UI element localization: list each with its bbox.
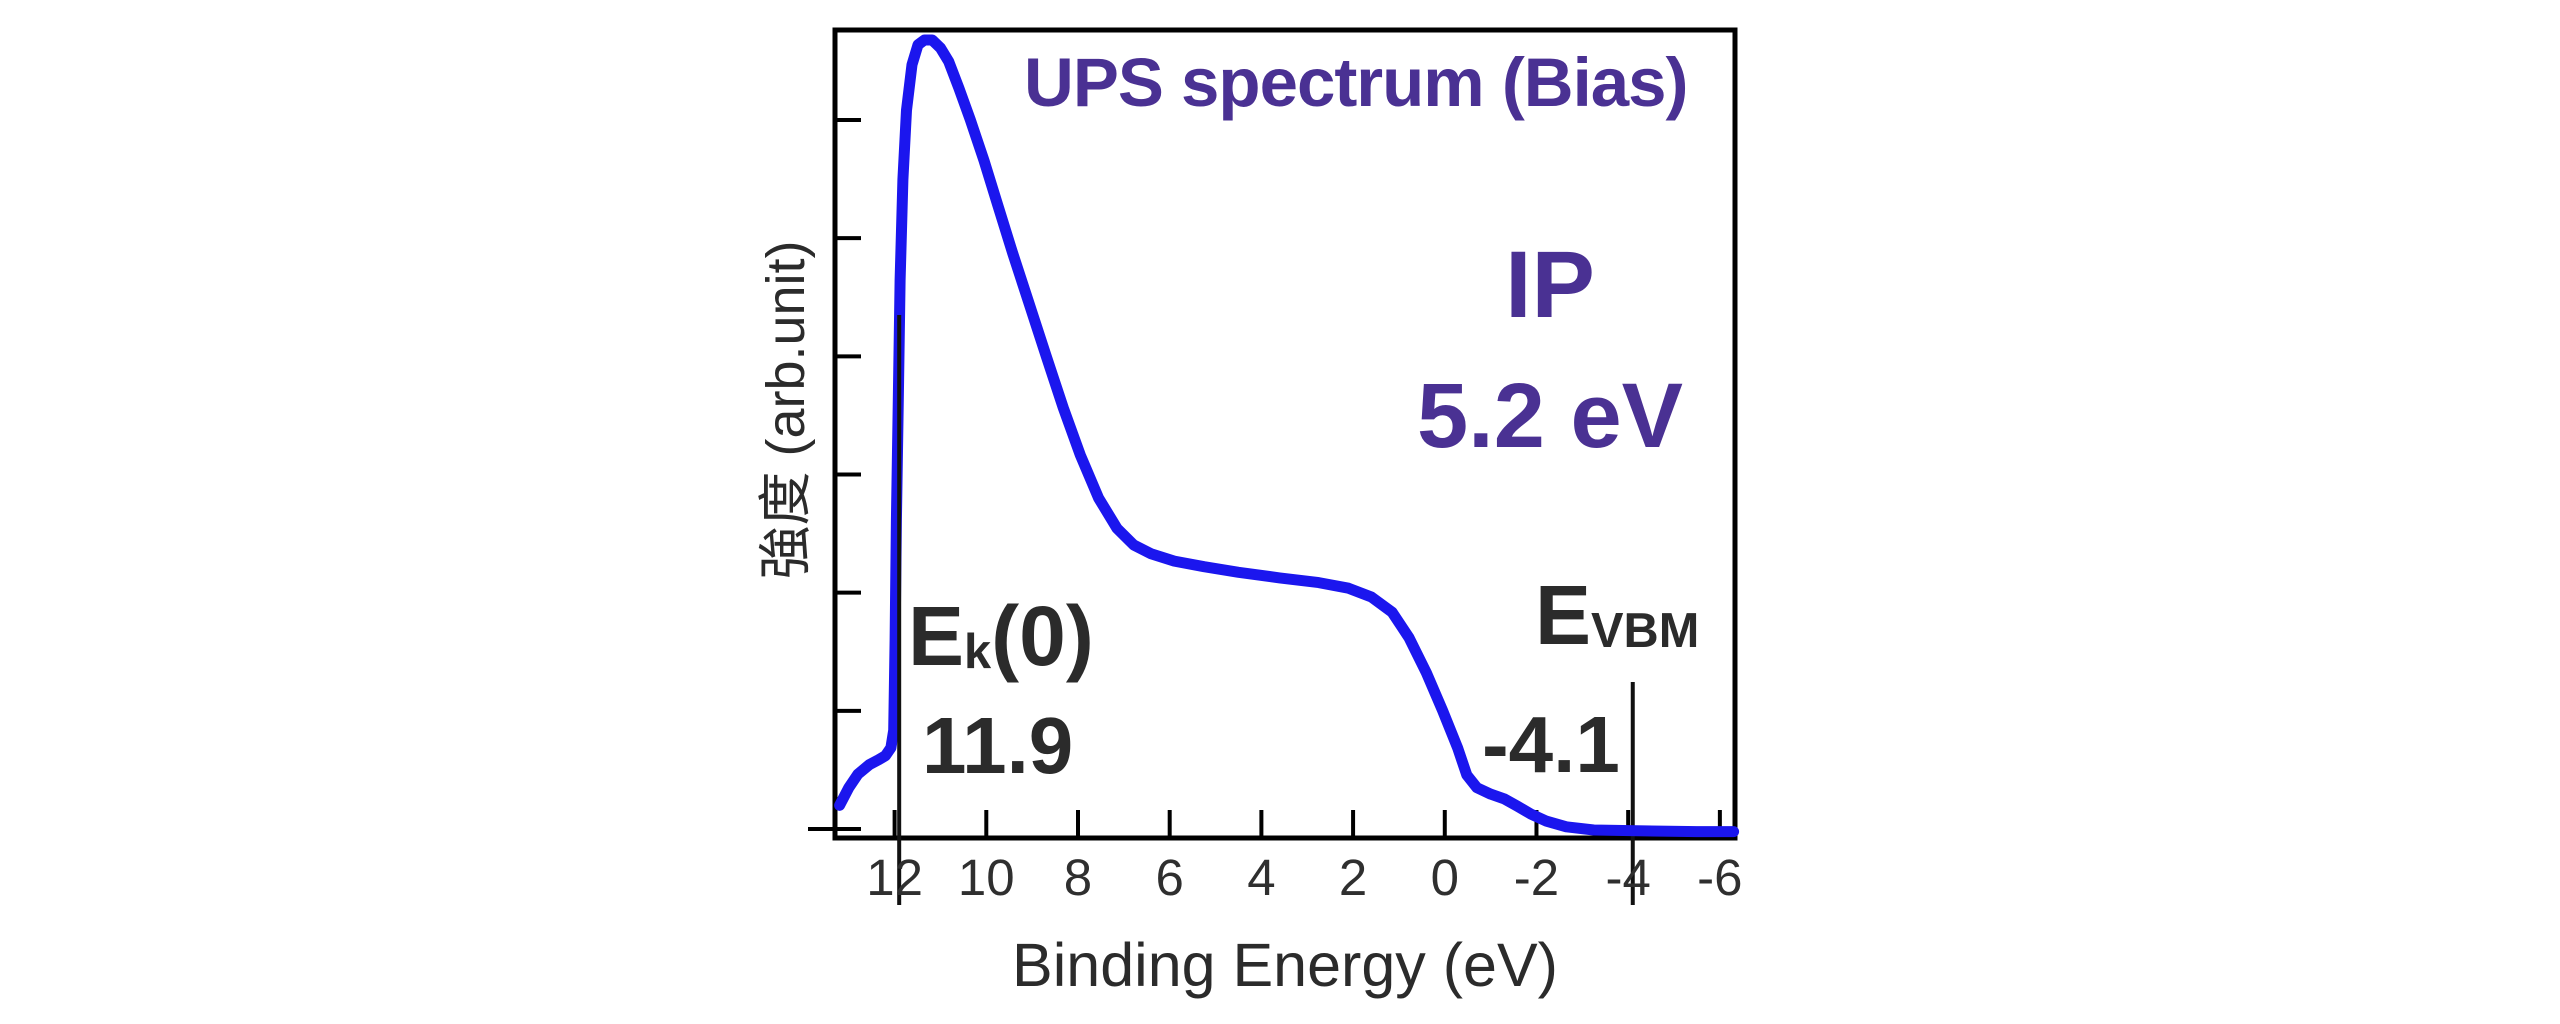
x-tick-label: 12 bbox=[866, 849, 923, 906]
x-tick-label: 4 bbox=[1247, 849, 1276, 906]
ek-zero-label: Ek(0) bbox=[908, 594, 1094, 678]
ek-label-pre: E bbox=[908, 589, 965, 683]
ek-label-post: (0) bbox=[991, 589, 1094, 683]
x-tick-label: 0 bbox=[1430, 849, 1459, 906]
x-tick-label: -6 bbox=[1697, 849, 1743, 906]
ek-zero-value: 11.9 bbox=[922, 701, 1074, 790]
x-tick-label: -2 bbox=[1513, 849, 1560, 906]
plot-border bbox=[832, 27, 1738, 841]
x-tick-label: 10 bbox=[957, 849, 1015, 906]
ip-value: 5.2 eV bbox=[1417, 365, 1683, 467]
x-tick-label: 8 bbox=[1063, 849, 1093, 906]
ip-label: IP bbox=[1505, 232, 1595, 338]
x-tick-label: 6 bbox=[1155, 849, 1184, 906]
ups-curve bbox=[834, 34, 1740, 838]
x-tick-label: 2 bbox=[1338, 849, 1368, 906]
evbm-label: EVBM bbox=[1535, 573, 1699, 657]
chart-title: UPS spectrum (Bias) bbox=[1024, 44, 1689, 121]
evbm-label-sub: VBM bbox=[1591, 603, 1700, 658]
x-tick-label: -4 bbox=[1605, 849, 1651, 906]
ek-label-sub: k bbox=[964, 624, 992, 679]
evbm-value: -4.1 bbox=[1482, 700, 1620, 789]
evbm-label-pre: E bbox=[1535, 568, 1592, 662]
x-axis-label: Binding Energy (eV) bbox=[1012, 931, 1558, 999]
y-axis-label: 強度 (arb.unit) bbox=[756, 240, 816, 580]
